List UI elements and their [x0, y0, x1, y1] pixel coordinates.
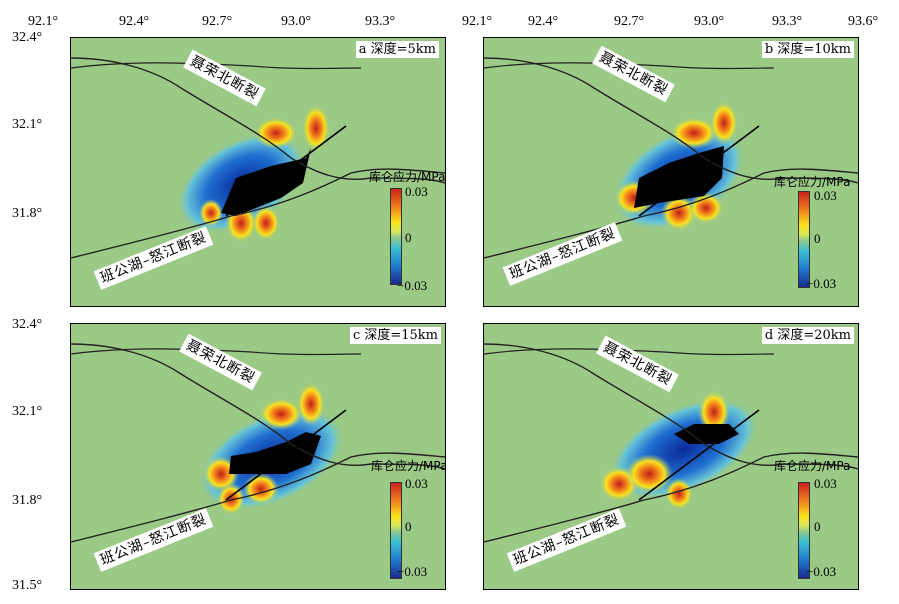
fault-line-north: [484, 57, 858, 184]
fault-line-south: [71, 168, 445, 259]
x-tick-label: 93.3°: [365, 14, 396, 29]
stress-field: [71, 57, 445, 259]
rupture-zone: [634, 146, 724, 208]
stress-field: [71, 343, 445, 543]
colorbar-title: 库仑应力/MPa: [774, 175, 851, 189]
colorbar-title: 库仑应力/MPa: [369, 170, 446, 184]
map-panel-d: d 深度=20km 聂荣北断裂 班公湖–怒江断裂 库仑应力/MPa 0.03 0…: [483, 323, 859, 590]
x-tick-label: 93.3°: [772, 14, 803, 29]
y-tick-label: 32.4°: [12, 30, 43, 45]
fault-line-top: [71, 348, 362, 356]
panel-label: c 深度=15km: [349, 327, 441, 344]
x-tick-label: 93.0°: [694, 14, 725, 29]
panel-label: d 深度=20km: [761, 327, 854, 344]
colorbar: [798, 482, 810, 579]
fault-line-top: [484, 348, 775, 356]
colorbar: [798, 191, 810, 288]
x-tick-label: 93.6°: [848, 14, 879, 29]
y-tick-label: 32.1°: [12, 404, 43, 419]
colorbar-tick: −0.03: [397, 564, 428, 579]
y-tick-label: 31.8°: [12, 206, 43, 221]
rupture-trace: [225, 125, 347, 217]
rupture-trace: [638, 409, 760, 501]
fault-line-north: [484, 343, 858, 470]
y-tick-label: 32.4°: [12, 317, 43, 332]
fault-line-north: [71, 57, 445, 184]
x-tick-label: 92.4°: [119, 14, 150, 29]
fault-line-top: [71, 62, 362, 70]
x-tick-label: 92.4°: [528, 14, 559, 29]
y-tick-label: 31.8°: [12, 493, 43, 508]
colorbar-tick: −0.03: [397, 278, 428, 293]
colorbar: [390, 188, 402, 285]
colorbar-tick: 0: [405, 230, 412, 245]
colorbar: [390, 482, 402, 579]
x-tick-label: 92.1°: [28, 14, 59, 29]
stress-field: [484, 343, 858, 543]
rupture-zone: [674, 424, 739, 444]
panel-label: b 深度=10km: [761, 41, 854, 58]
fault-line-south: [71, 452, 445, 543]
x-tick-label: 93.0°: [281, 14, 312, 29]
rupture-trace: [638, 125, 760, 217]
colorbar-tick: 0.03: [405, 476, 428, 491]
colorbar-title: 库仑应力/MPa: [774, 459, 851, 473]
fault-line-north: [71, 343, 445, 470]
rupture-zone: [221, 148, 311, 216]
panel-label: a 深度=5km: [355, 41, 439, 58]
x-tick-label: 92.7°: [614, 14, 645, 29]
colorbar-tick: 0: [405, 519, 412, 534]
x-tick-label: 92.1°: [462, 14, 493, 29]
colorbar-tick: 0.03: [814, 188, 837, 203]
colorbar-tick: 0.03: [814, 476, 837, 491]
fault-line-top: [484, 62, 775, 70]
colorbar-tick: 0.03: [405, 184, 428, 199]
y-tick-label: 31.5°: [12, 578, 43, 593]
map-panel-c: c 深度=15km 聂荣北断裂 班公湖–怒江断裂 库仑应力/MPa 0.03 0…: [70, 323, 446, 590]
colorbar-tick: 0: [814, 519, 821, 534]
x-tick-label: 92.7°: [202, 14, 233, 29]
colorbar-title: 库仑应力/MPa: [371, 459, 446, 473]
fault-line-south: [484, 452, 858, 543]
map-panel-b: b 深度=10km 聂荣北断裂 班公湖–怒江断裂 库仑应力/MPa 0.03 0…: [483, 37, 859, 307]
stress-field: [484, 57, 858, 259]
rupture-trace: [225, 409, 347, 501]
colorbar-tick: −0.03: [806, 564, 837, 579]
y-tick-label: 32.1°: [12, 117, 43, 132]
colorbar-tick: 0: [814, 231, 821, 246]
fault-line-south: [484, 168, 858, 259]
map-panel-a: a 深度=5km 聂荣北断裂 班公湖–怒江断裂 库仑应力/MPa 0.03 0 …: [70, 37, 446, 307]
rupture-zone: [229, 432, 321, 474]
colorbar-tick: −0.03: [806, 276, 837, 291]
